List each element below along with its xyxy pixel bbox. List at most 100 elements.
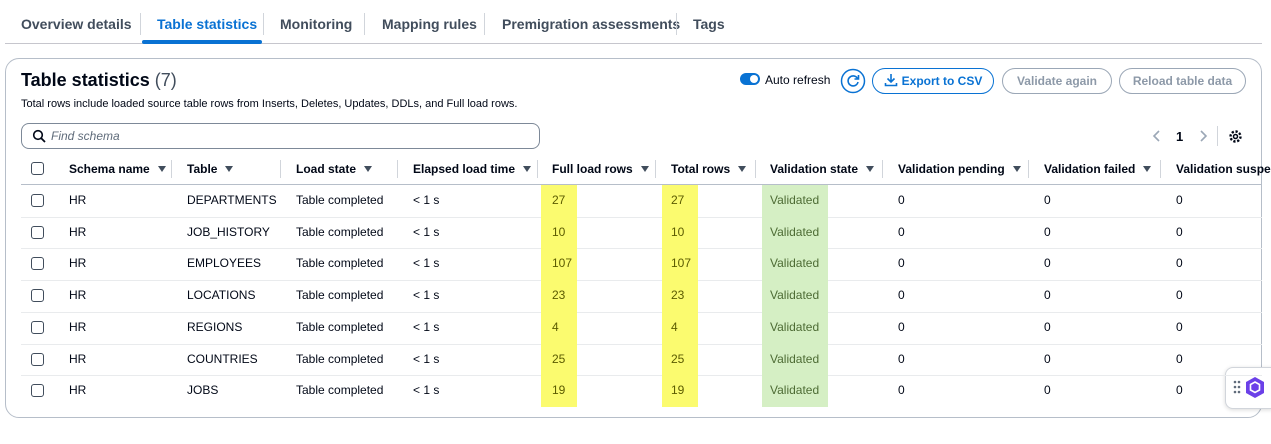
table-cell: 0 — [1044, 351, 1051, 366]
tab[interactable]: Table statistics — [157, 16, 258, 32]
table-cell: < 1 s — [413, 256, 440, 271]
sort-icon — [523, 166, 532, 172]
header-checkbox[interactable] — [31, 162, 44, 175]
row-checkbox[interactable] — [31, 352, 44, 366]
active-tab-indicator — [142, 40, 262, 44]
column-header[interactable]: Validation state — [770, 162, 859, 176]
table-cell: 0 — [1044, 256, 1051, 271]
search-lens — [32, 129, 44, 141]
cell-highlight — [541, 280, 577, 313]
row-checkbox[interactable] — [31, 384, 44, 398]
export-label: Export to CSV — [901, 74, 983, 88]
table-cell: < 1 s — [413, 383, 440, 398]
column-separator — [882, 160, 883, 178]
search-icon — [32, 129, 46, 143]
row-rule — [21, 280, 1262, 282]
cell-highlight — [662, 216, 698, 249]
toggle-knob — [750, 75, 758, 83]
refresh-arrow — [854, 75, 860, 80]
assistant-inner — [1249, 381, 1261, 394]
page-number[interactable]: 1 — [1176, 129, 1184, 144]
table-cell: 0 — [1044, 288, 1051, 303]
cell-highlight — [662, 311, 698, 344]
auto-refresh-toggle[interactable] — [740, 73, 760, 85]
settings-button[interactable] — [1228, 129, 1243, 144]
table-cell: 0 — [1044, 193, 1051, 207]
search-placeholder: Find schema — [51, 129, 120, 143]
cell-highlight — [541, 375, 577, 408]
table-cell: 0 — [1176, 319, 1183, 334]
assistant-widget[interactable] — [1225, 367, 1271, 409]
table-cell: 19 — [671, 383, 685, 398]
assistant-icon — [1233, 377, 1264, 398]
table-cell: 0 — [1044, 224, 1051, 239]
table-cell: 25 — [671, 351, 685, 366]
table-cell: 0 — [1176, 383, 1183, 398]
table-cell: HR — [69, 224, 87, 239]
table-cell: 107 — [671, 256, 692, 271]
sort-icon — [225, 166, 234, 172]
cell-highlight — [541, 216, 577, 249]
row-checkbox[interactable] — [31, 225, 44, 239]
title-count: (7) — [154, 70, 177, 90]
column-header[interactable]: Validation failed — [1044, 162, 1136, 176]
row-checkbox[interactable] — [31, 320, 44, 334]
column-header[interactable]: Elapsed load time — [413, 162, 516, 176]
refresh-circle — [840, 68, 866, 94]
table-cell: HR — [69, 351, 87, 366]
refresh-button[interactable] — [840, 68, 866, 94]
column-header[interactable]: Schema name — [69, 162, 150, 176]
table-cell: HR — [69, 319, 87, 334]
table-cell: Validated — [770, 383, 820, 398]
column-header[interactable]: Validation suspended — [1176, 162, 1271, 176]
column-header[interactable]: Total rows — [671, 162, 731, 176]
header-rule — [21, 184, 1262, 185]
table-cell: COUNTRIES — [187, 351, 258, 366]
column-header[interactable]: Full load rows — [552, 162, 633, 176]
table-cell: 0 — [898, 224, 905, 239]
table-cell: Table completed — [296, 383, 384, 398]
table-cell: EMPLOYEES — [187, 256, 262, 271]
tab-separator — [263, 13, 264, 35]
search-box[interactable]: Find schema — [21, 123, 540, 149]
gear-hub — [1232, 133, 1239, 140]
sort-icon — [364, 166, 373, 172]
sort-icon — [640, 166, 649, 172]
sort-icon — [866, 166, 875, 172]
table-cell: Validated — [770, 256, 820, 271]
table-cell: 107 — [552, 256, 573, 271]
table-cell: 0 — [898, 193, 905, 207]
table-cell: 4 — [552, 319, 559, 334]
table-cell: < 1 s — [413, 351, 440, 366]
table-cell: REGIONS — [187, 319, 243, 334]
column-header[interactable]: Load state — [296, 162, 357, 176]
column-header[interactable]: Table — [187, 162, 218, 176]
tab-separator — [484, 13, 485, 35]
auto-refresh-label: Auto refresh — [765, 73, 831, 87]
search-handle — [40, 137, 46, 143]
tab[interactable]: Mapping rules — [382, 16, 477, 32]
prev-page — [1152, 130, 1160, 142]
export-button[interactable]: Export to CSV — [872, 68, 994, 94]
prev-arrow — [1152, 130, 1160, 142]
table-cell: HR — [69, 288, 87, 303]
tab[interactable]: Premigration assessments — [502, 16, 681, 32]
cell-highlight — [541, 185, 577, 218]
cell-highlight — [762, 343, 828, 376]
cell-highlight — [662, 185, 698, 218]
refresh-icon — [847, 75, 859, 87]
row-rule — [21, 216, 1262, 218]
row-checkbox[interactable] — [31, 257, 44, 271]
cell-highlight — [762, 311, 828, 344]
tab[interactable]: Overview details — [21, 16, 132, 32]
tab[interactable]: Tags — [693, 16, 725, 32]
column-separator — [280, 160, 281, 178]
column-header[interactable]: Validation pending — [898, 162, 1005, 176]
table-cell: < 1 s — [413, 224, 440, 239]
row-checkbox[interactable] — [31, 289, 44, 303]
row-checkbox[interactable] — [31, 194, 44, 207]
table-cell: < 1 s — [413, 288, 440, 303]
tab[interactable]: Monitoring — [280, 16, 353, 32]
row-rule — [21, 343, 1262, 345]
table-cell: LOCATIONS — [187, 288, 256, 303]
